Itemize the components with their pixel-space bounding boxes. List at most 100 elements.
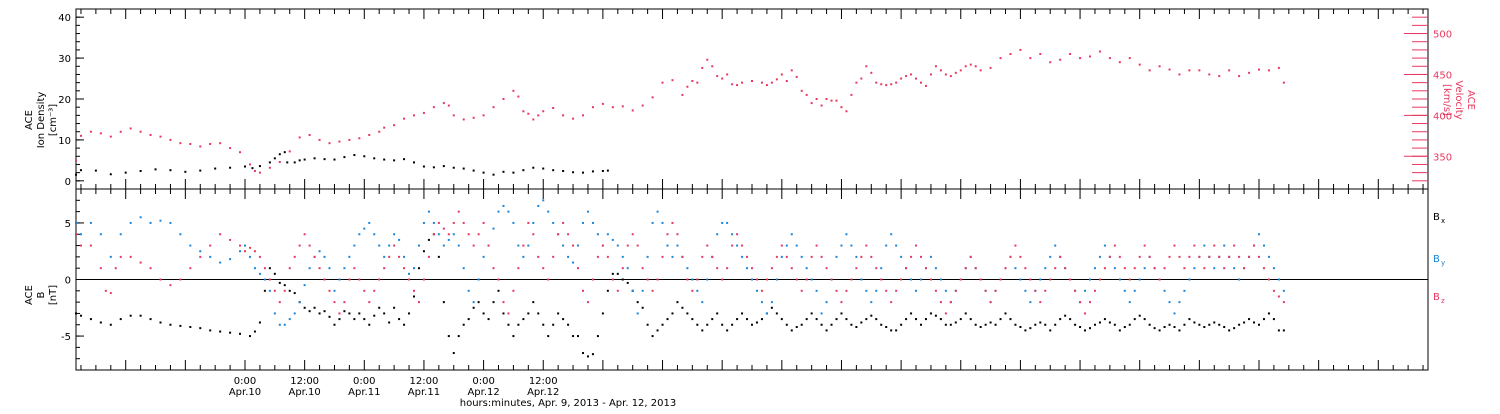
density-point — [433, 166, 435, 168]
density-point — [532, 167, 534, 169]
velocity-point — [845, 110, 847, 112]
bz-point — [766, 279, 768, 281]
velocity-point — [741, 82, 743, 84]
bx-point — [493, 301, 495, 303]
velocity-point — [711, 65, 713, 67]
bz-point — [254, 250, 256, 252]
bx-point — [985, 324, 987, 326]
bx-point — [254, 331, 256, 333]
bz-point — [945, 312, 947, 314]
bz-point — [855, 267, 857, 269]
density-point — [279, 153, 281, 155]
bz-point — [512, 290, 514, 292]
bx-point — [1014, 324, 1016, 326]
by-point — [458, 245, 460, 247]
velocity-point — [751, 80, 753, 82]
bz-point — [1139, 256, 1141, 258]
velocity-point — [199, 145, 201, 147]
bx-point — [1258, 324, 1260, 326]
velocity-point — [880, 83, 882, 85]
by-point — [507, 211, 509, 213]
by-point — [542, 199, 544, 201]
by-point — [378, 245, 380, 247]
bz-point — [865, 245, 867, 247]
bx-point — [826, 329, 828, 331]
velocity-point — [423, 112, 425, 114]
bx-point — [850, 324, 852, 326]
by-point — [373, 233, 375, 235]
bz-point — [319, 267, 321, 269]
by-point — [796, 245, 798, 247]
bx-point — [577, 335, 579, 337]
by-point — [721, 222, 723, 224]
top-left-ytick-label: 30 — [58, 54, 71, 65]
velocity-point — [378, 131, 380, 133]
by-point — [642, 290, 644, 292]
bx-point — [517, 324, 519, 326]
density-point — [483, 172, 485, 174]
bx-point — [686, 312, 688, 314]
bx-point — [1178, 329, 1180, 331]
by-point — [75, 222, 77, 224]
bz-point — [100, 267, 102, 269]
velocity-point — [358, 137, 360, 139]
bz-point — [478, 233, 480, 235]
bx-point — [681, 307, 683, 309]
by-point — [1024, 290, 1026, 292]
density-point — [343, 156, 345, 158]
bz-point — [179, 279, 181, 281]
bx-point — [657, 329, 659, 331]
bx-point — [458, 335, 460, 337]
velocity-point — [915, 78, 917, 80]
velocity-point — [766, 84, 768, 86]
bz-point — [1208, 256, 1210, 258]
by-point — [731, 233, 733, 235]
by-point — [1233, 267, 1235, 269]
bx-point — [383, 312, 385, 314]
bz-point — [259, 256, 261, 258]
bz-point — [1034, 290, 1036, 292]
by-point — [199, 250, 201, 252]
by-point — [622, 256, 624, 258]
bz-point — [1213, 245, 1215, 247]
by-point — [1273, 267, 1275, 269]
bx-point — [597, 335, 599, 337]
velocity-point — [189, 143, 191, 145]
by-point — [304, 284, 306, 286]
by-point — [756, 290, 758, 292]
by-point — [229, 258, 231, 260]
velocity-point — [761, 82, 763, 84]
bz-point — [900, 279, 902, 281]
bx-point — [587, 355, 589, 357]
velocity-point — [1169, 69, 1171, 71]
bz-point — [657, 279, 659, 281]
by-point — [274, 312, 276, 314]
bz-point — [1134, 267, 1136, 269]
bx-point — [368, 324, 370, 326]
bx-point — [637, 301, 639, 303]
x-tick-label-date: Apr.12 — [467, 387, 499, 398]
bx-point — [324, 310, 326, 312]
velocity-point — [721, 78, 723, 80]
top-left-ytick-label: 10 — [58, 136, 71, 147]
bx-point — [612, 273, 614, 275]
top-right-ytick-label: 500 — [1433, 30, 1452, 41]
bx-point — [542, 324, 544, 326]
density-point — [214, 168, 216, 170]
bz-point — [1263, 267, 1265, 269]
by-point — [249, 256, 251, 258]
bz-point — [383, 267, 385, 269]
density-point — [413, 161, 415, 163]
velocity-point — [179, 142, 181, 144]
bx-point — [940, 318, 942, 320]
velocity-point — [671, 79, 673, 81]
bz-point — [1233, 245, 1235, 247]
velocity-point — [1059, 59, 1061, 61]
bottom-left-ylabel-line3: [nT] — [48, 285, 59, 305]
bx-point — [736, 318, 738, 320]
bx-point — [1183, 324, 1185, 326]
velocity-point — [706, 59, 708, 61]
bx-point — [453, 352, 455, 354]
by-point — [1174, 312, 1176, 314]
legend-Bx-label: B — [1433, 212, 1440, 223]
